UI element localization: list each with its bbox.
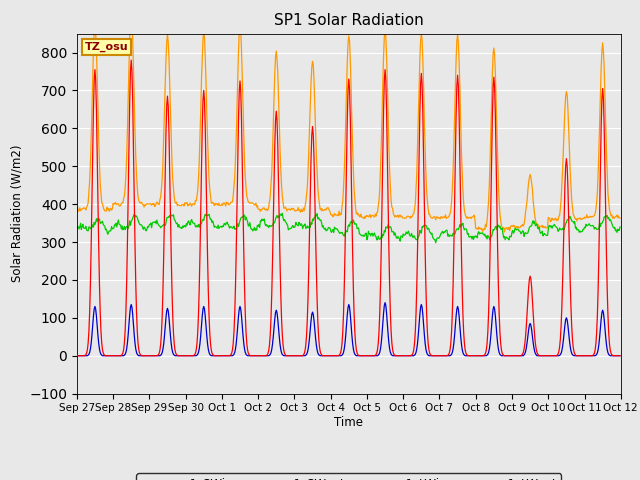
- sp1_SWout: [415, 322, 423, 327]
- X-axis label: Time: Time: [334, 416, 364, 429]
- sp1_SWin: [616, 353, 624, 359]
- sp1_LWin: [431, 237, 439, 242]
- sp1_SWout: [381, 300, 389, 306]
- sp1_SWin: [223, 353, 231, 359]
- sp1_LWout: [83, 204, 90, 210]
- sp1_LWout: [73, 206, 81, 212]
- sp1_SWin: [195, 313, 202, 319]
- Line: sp1_SWout: sp1_SWout: [77, 303, 620, 356]
- sp1_LWout: [127, 9, 135, 15]
- sp1_SWin: [83, 350, 90, 356]
- sp1_LWout: [616, 216, 624, 221]
- sp1_SWout: [223, 353, 230, 359]
- Line: sp1_SWin: sp1_SWin: [77, 60, 620, 356]
- sp1_LWin: [139, 224, 147, 230]
- sp1_LWout: [500, 229, 508, 235]
- sp1_SWin: [127, 57, 135, 63]
- sp1_LWin: [73, 228, 81, 233]
- sp1_LWout: [195, 176, 202, 182]
- Text: TZ_osu: TZ_osu: [85, 42, 129, 52]
- sp1_SWout: [616, 353, 624, 359]
- sp1_LWin: [278, 210, 286, 216]
- Line: sp1_LWin: sp1_LWin: [77, 213, 620, 243]
- sp1_SWin: [431, 353, 439, 359]
- sp1_SWin: [140, 353, 147, 359]
- sp1_LWin: [223, 220, 230, 226]
- sp1_LWin: [616, 224, 624, 230]
- sp1_LWout: [140, 202, 147, 208]
- Y-axis label: Solar Radiation (W/m2): Solar Radiation (W/m2): [10, 145, 24, 282]
- Line: sp1_LWout: sp1_LWout: [77, 12, 620, 232]
- sp1_SWout: [194, 351, 202, 357]
- sp1_LWin: [432, 240, 440, 246]
- sp1_LWin: [415, 233, 423, 239]
- sp1_SWout: [431, 353, 439, 359]
- sp1_SWout: [73, 353, 81, 359]
- sp1_LWout: [223, 201, 231, 207]
- sp1_LWin: [194, 224, 202, 229]
- sp1_SWin: [73, 353, 81, 359]
- sp1_SWout: [139, 353, 147, 359]
- sp1_LWout: [415, 87, 423, 93]
- Title: SP1 Solar Radiation: SP1 Solar Radiation: [274, 13, 424, 28]
- sp1_LWout: [431, 214, 439, 220]
- Legend: sp1_SWin, sp1_SWout, sp1_LWin, sp1_LWout: sp1_SWin, sp1_SWout, sp1_LWin, sp1_LWout: [136, 473, 561, 480]
- sp1_SWin: [415, 153, 423, 159]
- sp1_LWin: [83, 228, 90, 233]
- sp1_SWout: [83, 353, 90, 359]
